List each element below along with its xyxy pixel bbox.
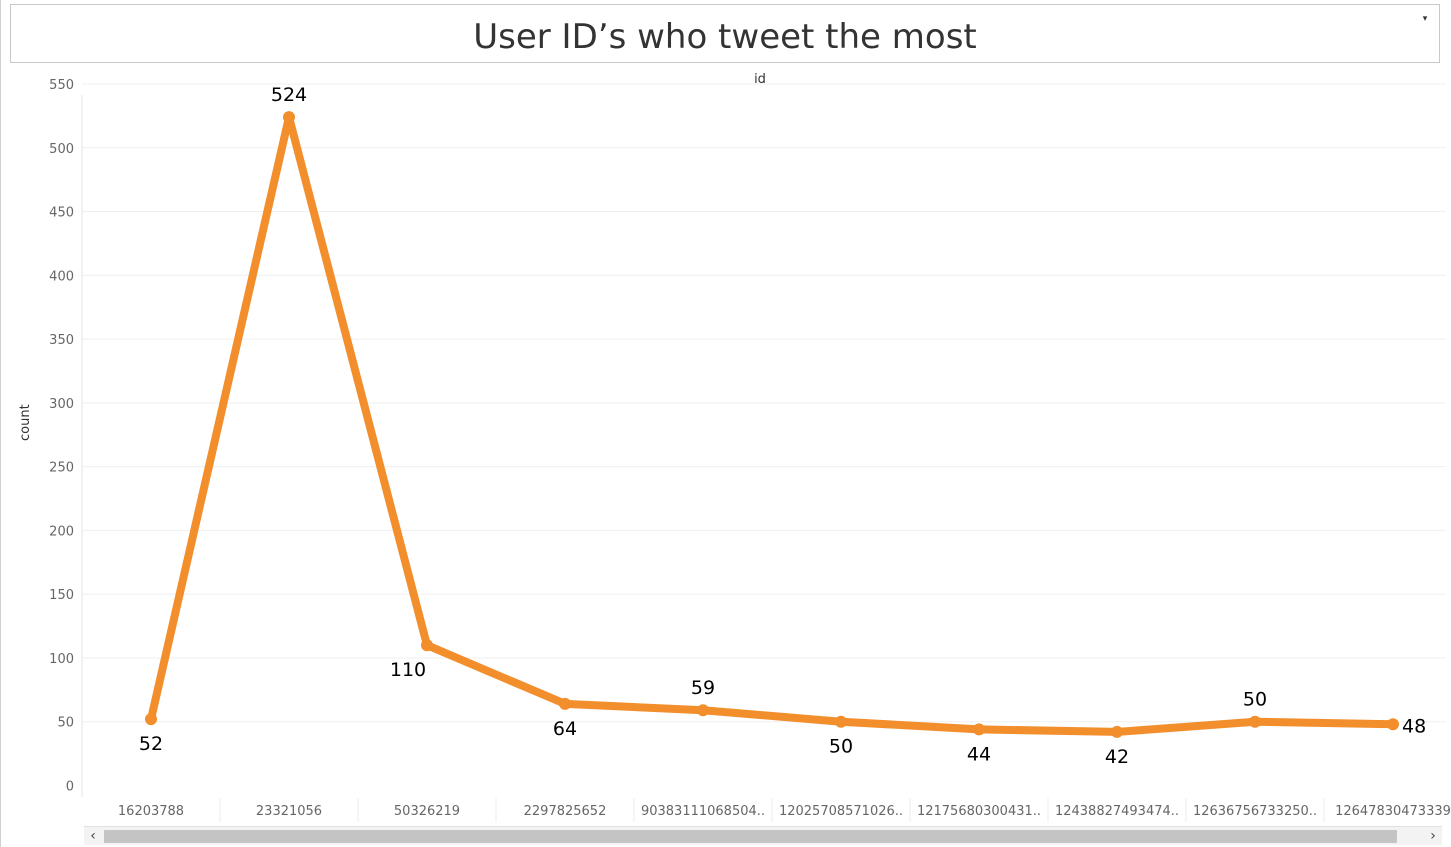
y-tick-label: 300 — [49, 397, 74, 412]
x-tick-label: 16203788 — [118, 804, 184, 819]
horizontal-scrollbar[interactable]: ‹ › — [84, 826, 1442, 845]
frame-border — [0, 0, 1, 847]
scroll-left-icon[interactable]: ‹ — [90, 828, 96, 844]
data-labels: 52 524 110 64 59 50 44 42 50 48 — [139, 84, 1426, 768]
x-tick-label: 12636756733250.. — [1193, 804, 1317, 819]
data-label: 64 — [553, 718, 577, 740]
data-point — [559, 697, 571, 710]
line-chart: 0 50 100 150 200 250 300 350 400 450 500 550 162037… — [49, 78, 1451, 822]
data-point — [1111, 725, 1123, 738]
x-axis-header: id — [754, 72, 766, 87]
y-tick-label: 450 — [49, 206, 74, 221]
x-tick-labels: 16203788 23321056 50326219 2297825652 903831… — [118, 798, 1451, 822]
data-label: 50 — [1243, 689, 1267, 711]
y-tick-label: 150 — [49, 588, 74, 603]
dropdown-icon[interactable]: ▾ — [1422, 14, 1428, 24]
data-point — [145, 713, 157, 726]
data-point — [697, 704, 709, 717]
y-tick-label: 550 — [49, 78, 74, 93]
x-tick-label: 12175680300431.. — [917, 804, 1041, 819]
title-panel: User ID’s who tweet the most ▾ — [10, 4, 1440, 63]
x-tick-label: 12647830473339 — [1335, 804, 1451, 819]
data-label: 42 — [1105, 746, 1129, 768]
x-tick-label: 50326219 — [394, 804, 460, 819]
y-tick-label: 50 — [57, 716, 74, 731]
data-label: 50 — [829, 736, 853, 758]
series-line — [147, 113, 1397, 736]
y-tick-label: 350 — [49, 333, 74, 348]
data-label: 110 — [390, 659, 426, 681]
data-point — [421, 639, 433, 652]
data-label: 48 — [1402, 715, 1426, 737]
y-tick-label: 250 — [49, 461, 74, 476]
x-tick-label: 23321056 — [256, 804, 322, 819]
scroll-right-icon[interactable]: › — [1430, 828, 1436, 844]
data-point — [835, 715, 847, 728]
data-label: 59 — [691, 677, 715, 699]
data-point — [973, 723, 985, 736]
data-points — [145, 111, 1399, 738]
data-label: 44 — [967, 743, 991, 765]
y-tick-labels: 0 50 100 150 200 250 300 350 400 450 500 550 — [49, 78, 74, 795]
gridlines — [81, 83, 1446, 797]
y-tick-label: 100 — [49, 652, 74, 667]
y-tick-label: 500 — [49, 142, 74, 157]
x-tick-label: 12438827493474.. — [1055, 804, 1179, 819]
y-tick-label: 400 — [49, 269, 74, 284]
y-tick-label: 200 — [49, 524, 74, 539]
x-tick-label: 2297825652 — [524, 804, 607, 819]
data-point — [283, 111, 295, 124]
data-point — [1387, 718, 1399, 731]
scroll-thumb[interactable] — [104, 830, 1397, 843]
x-tick-label: 90383111068504.. — [641, 804, 765, 819]
x-tick-label: 12025708571026.. — [779, 804, 903, 819]
data-label: 524 — [271, 84, 307, 106]
series-line-layer — [147, 113, 1397, 736]
data-point — [1249, 715, 1261, 728]
data-label: 52 — [139, 733, 163, 755]
chart-title: User ID’s who tweet the most — [473, 17, 977, 57]
y-tick-label: 0 — [66, 780, 74, 795]
